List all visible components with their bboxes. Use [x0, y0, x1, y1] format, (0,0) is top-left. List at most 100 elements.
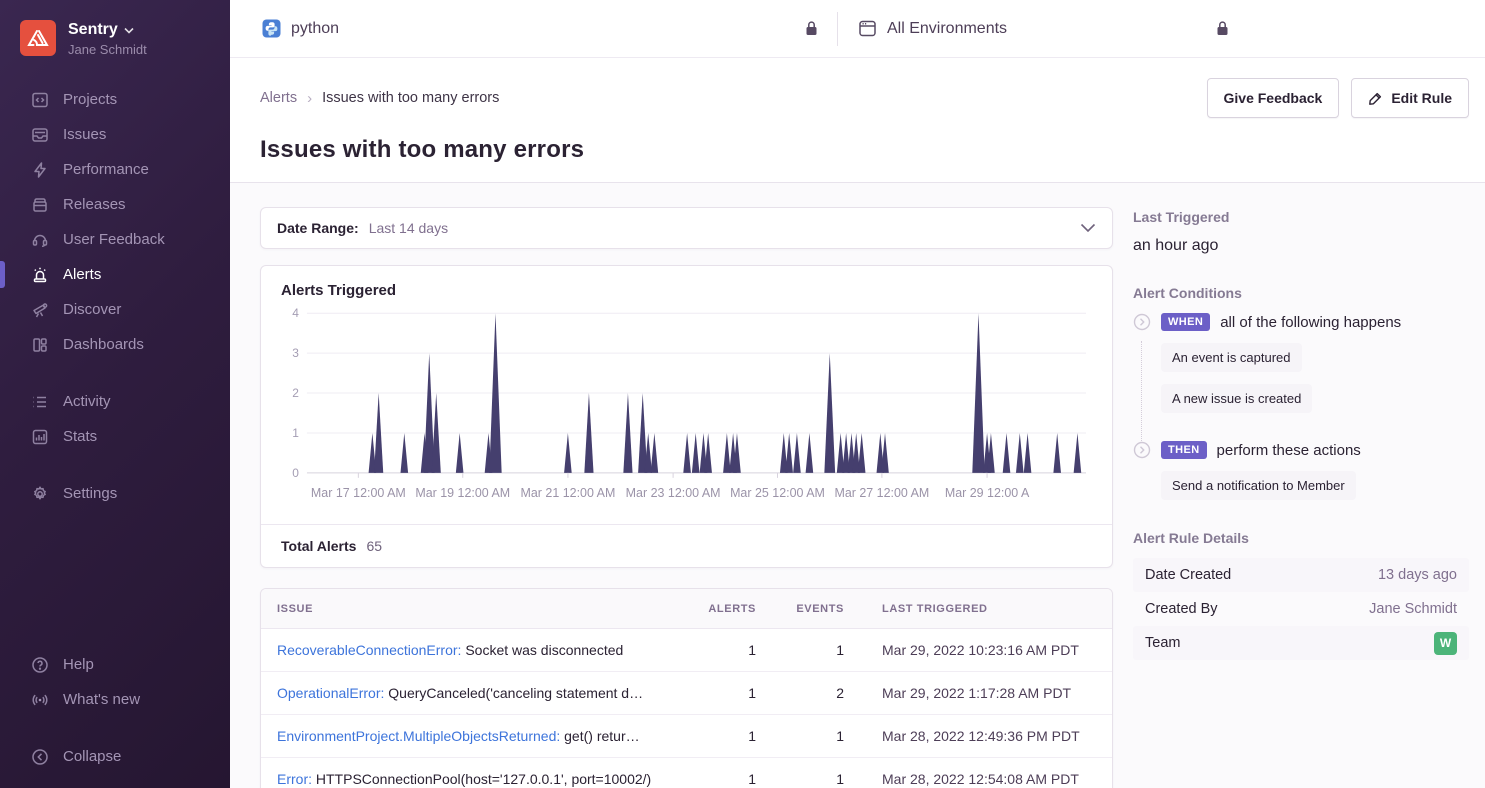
environment-selector[interactable]: All Environments	[858, 19, 1248, 38]
topbar: python All Environments	[230, 0, 1485, 58]
issue-link[interactable]: OperationalError:	[277, 685, 385, 701]
sidebar-item-projects[interactable]: Projects	[0, 82, 230, 117]
total-alerts-row: Total Alerts 65	[261, 524, 1112, 567]
chevron-circle-icon	[1133, 441, 1151, 459]
give-feedback-button[interactable]: Give Feedback	[1206, 78, 1340, 118]
sidebar-item-stats[interactable]: Stats	[0, 419, 230, 454]
edit-rule-button[interactable]: Edit Rule	[1351, 78, 1469, 118]
chevron-down-icon	[124, 27, 134, 34]
sidebar: Sentry Jane Schmidt Projects Issues Per	[0, 0, 230, 788]
environment-name[interactable]: All Environments	[887, 19, 1008, 37]
date-range-select[interactable]: Date Range: Last 14 days	[260, 207, 1113, 249]
table-row: EnvironmentProject.MultipleObjectsReturn…	[261, 715, 1112, 758]
svg-text:0: 0	[292, 466, 299, 480]
svg-text:Mar 25 12:00 AM: Mar 25 12:00 AM	[730, 486, 825, 500]
project-lock-icon[interactable]	[804, 20, 819, 37]
help-icon	[32, 656, 48, 673]
sidebar-item-discover[interactable]: Discover	[0, 292, 230, 327]
column-issue: ISSUE	[277, 602, 314, 615]
svg-text:3: 3	[292, 346, 299, 360]
when-text: all of the following happens	[1220, 313, 1402, 331]
projects-icon	[32, 92, 48, 107]
detail-row-date-created: Date Created 13 days ago	[1133, 558, 1469, 592]
column-events: EVENTS	[796, 602, 844, 615]
breadcrumb-alerts-link[interactable]: Alerts	[260, 90, 298, 106]
svg-text:Mar 27 12:00 AM: Mar 27 12:00 AM	[834, 486, 929, 500]
when-condition-group: WHEN all of the following happens An eve…	[1133, 313, 1469, 445]
stats-icon	[32, 429, 48, 444]
pencil-icon	[1369, 92, 1382, 105]
alerts-icon	[33, 267, 47, 282]
column-last-triggered: LAST TRIGGERED	[882, 602, 988, 615]
issues-icon	[32, 128, 48, 142]
then-text: perform these actions	[1216, 441, 1361, 459]
sidebar-item-issues[interactable]: Issues	[0, 117, 230, 152]
content: Date Range: Last 14 days Alerts Triggere…	[230, 183, 1485, 788]
org-switcher[interactable]: Sentry Jane Schmidt	[0, 0, 230, 64]
project-name[interactable]: python	[291, 19, 340, 37]
python-project-icon	[262, 19, 281, 38]
svg-text:Mar 21 12:00 AM: Mar 21 12:00 AM	[521, 486, 616, 500]
releases-icon	[33, 198, 47, 212]
detail-row-created-by: Created By Jane Schmidt	[1145, 601, 1457, 617]
alerts-chart-svg: 0 1 2 3 4 Mar 17 12:00 AM Mar 19 12:00 AM Mar 2…	[292, 306, 1087, 500]
issue-link[interactable]: EnvironmentProject.MultipleObjectsReturn…	[277, 728, 561, 744]
sidebar-item-user-feedback[interactable]: User Feedback	[0, 222, 230, 257]
svg-text:Mar 19 12:00 AM: Mar 19 12:00 AM	[415, 486, 510, 500]
settings-icon	[34, 486, 46, 500]
column-alerts: ALERTS	[708, 602, 756, 615]
table-row: Error: HTTPSConnectionPool(host='127.0.0…	[261, 758, 1112, 788]
then-badge: THEN	[1161, 441, 1207, 459]
svg-text:Mar 17 12:00 AM: Mar 17 12:00 AM	[311, 486, 406, 500]
svg-text:Mar 29 12:00 A: Mar 29 12:00 A	[945, 486, 1030, 500]
dashboards-icon	[33, 338, 47, 352]
total-alerts-value: 65	[366, 538, 383, 554]
date-range-label: Date Range:	[277, 220, 359, 236]
activity-icon	[33, 396, 46, 407]
sidebar-item-alerts[interactable]: Alerts	[0, 257, 230, 292]
alerts-chart-card: Alerts Triggered 0 1 2 3 4 Mar 17 12:00 AM Mar…	[260, 265, 1113, 568]
topbar-divider	[837, 11, 838, 46]
sidebar-item-performance[interactable]: Performance	[0, 152, 230, 187]
page-header: Alerts › Issues with too many errors Giv…	[230, 58, 1485, 183]
sidebar-item-settings[interactable]: Settings	[0, 476, 230, 511]
table-row: RecoverableConnectionError: Socket was d…	[261, 629, 1112, 672]
last-triggered-value: an hour ago	[1133, 237, 1219, 254]
user-feedback-icon	[32, 234, 48, 247]
svg-text:4: 4	[292, 306, 299, 320]
page-title: Issues with too many errors	[260, 136, 585, 163]
date-range-value: Last 14 days	[368, 220, 449, 236]
sidebar-item-releases[interactable]: Releases	[0, 187, 230, 222]
issue-link[interactable]: Error:	[277, 771, 312, 787]
issues-table: ISSUE ALERTS EVENTS LAST TRIGGERED Recov…	[260, 588, 1113, 788]
alert-conditions-heading: Alert Conditions	[1133, 285, 1242, 301]
sidebar-collapse-button[interactable]: Collapse	[0, 739, 230, 774]
then-condition-group: THEN perform these actions Send a notifi…	[1133, 441, 1469, 500]
sidebar-nav: Projects Issues Performance Releases Use…	[0, 82, 230, 533]
detail-row-team: Team W	[1133, 626, 1469, 660]
collapse-icon	[32, 748, 48, 765]
sidebar-item-activity[interactable]: Activity	[0, 384, 230, 419]
when-condition-pill: A new issue is created	[1161, 384, 1313, 413]
sidebar-item-help[interactable]: Help	[0, 647, 230, 682]
breadcrumb-current: Issues with too many errors	[322, 90, 500, 106]
when-badge: WHEN	[1161, 313, 1211, 331]
team-avatar-badge[interactable]: W	[1434, 631, 1457, 655]
project-selector[interactable]: python	[262, 19, 837, 38]
org-name[interactable]: Sentry	[68, 21, 118, 38]
performance-icon	[34, 162, 46, 178]
issue-link[interactable]: RecoverableConnectionError:	[277, 642, 462, 658]
environment-lock-icon[interactable]	[1215, 20, 1230, 37]
svg-text:2: 2	[292, 386, 299, 400]
sidebar-item-dashboards[interactable]: Dashboards	[0, 327, 230, 362]
environment-window-icon	[859, 20, 876, 37]
chevron-down-icon	[1080, 223, 1096, 233]
details-sidebar: Last Triggered an hour ago Alert Conditi…	[1133, 207, 1469, 788]
svg-text:1: 1	[292, 426, 299, 440]
sentry-logo-icon[interactable]	[20, 20, 56, 56]
chart-title: Alerts Triggered	[281, 282, 397, 299]
sidebar-item-whats-new[interactable]: What's new	[0, 682, 230, 717]
rule-details-heading: Alert Rule Details	[1133, 530, 1249, 546]
broadcast-icon	[32, 694, 48, 705]
